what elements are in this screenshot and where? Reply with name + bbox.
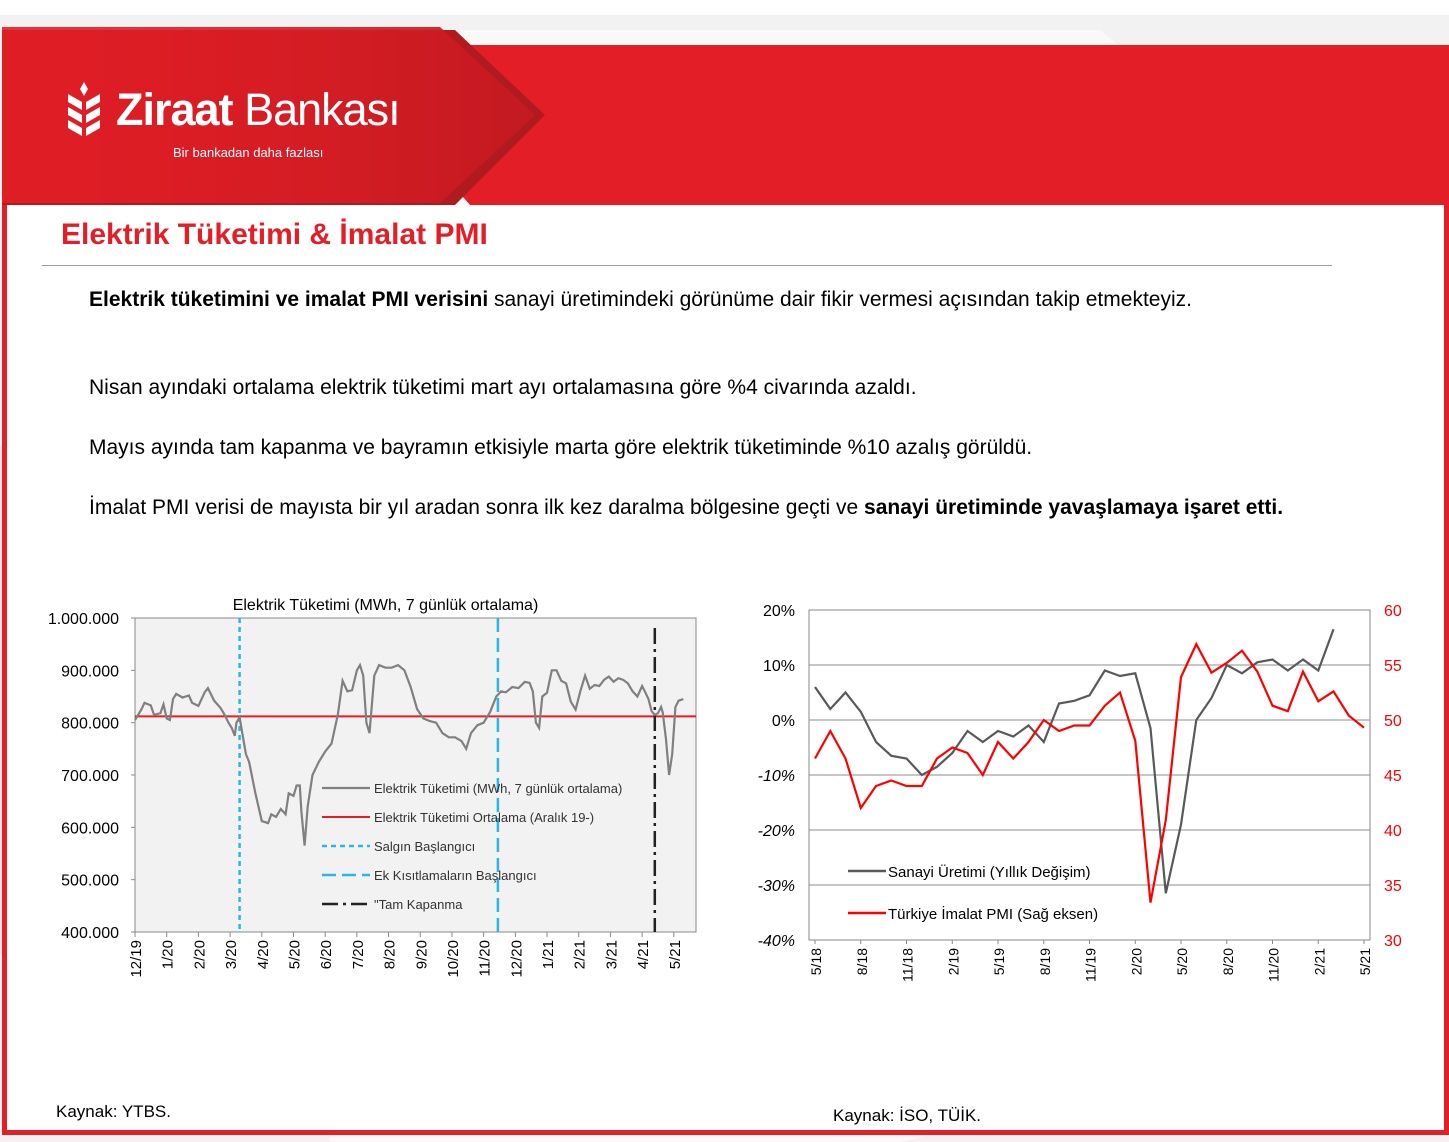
y-right-tick-label: 55 bbox=[1384, 658, 1402, 675]
source-right: Kaynak: İSO, TÜİK. bbox=[833, 1106, 982, 1125]
x-tick-label: 5/21 bbox=[667, 940, 684, 969]
y-left-tick-label: 20% bbox=[763, 603, 795, 620]
brand-name: Ziraat Bankası bbox=[116, 84, 401, 136]
y-tick-label: 500.000 bbox=[61, 873, 119, 890]
source-left: Kaynak: YTBS. bbox=[56, 1102, 171, 1121]
y-right-tick-label: 30 bbox=[1384, 933, 1402, 950]
x-tick-label: 11/18 bbox=[900, 948, 916, 982]
x-tick-label: 8/20 bbox=[382, 940, 399, 969]
paragraph-1-text: sanayi üretimindeki görünüme dair fikir … bbox=[488, 288, 1192, 311]
legend-label: Elektrik Tüketimi Ortalama (Aralık 19-) bbox=[374, 810, 594, 825]
y-tick-label: 600.000 bbox=[61, 820, 119, 837]
chart-title: Elektrik Tüketimi (MWh, 7 günlük ortalam… bbox=[233, 597, 539, 614]
x-tick-label: 2/21 bbox=[1311, 948, 1327, 975]
paragraph-1: Elektrik tüketimini ve imalat PMI verisi… bbox=[89, 286, 1389, 314]
paragraph-4-tail: . bbox=[1277, 496, 1284, 519]
legend-label: Ek Kısıtlamaların Başlangıcı bbox=[374, 868, 537, 883]
wheat-logo-icon bbox=[68, 82, 100, 136]
x-tick-label: 3/21 bbox=[603, 940, 620, 969]
x-tick-label: 7/20 bbox=[350, 940, 367, 969]
y-left-tick-label: -30% bbox=[758, 878, 795, 895]
x-tick-label: 2/21 bbox=[572, 940, 589, 969]
industrial-production-line bbox=[814, 628, 1335, 894]
y-right-tick-label: 40 bbox=[1384, 823, 1402, 840]
paragraph-2: Nisan ayındaki ortalama elektrik tüketim… bbox=[89, 376, 917, 399]
y-left-tick-label: 10% bbox=[763, 658, 795, 675]
x-tick-label: 5/18 bbox=[808, 948, 824, 975]
header-band bbox=[2, 27, 1449, 205]
y-right-tick-label: 35 bbox=[1384, 878, 1402, 895]
x-tick-label: 12/20 bbox=[508, 940, 525, 978]
x-tick-label: 11/20 bbox=[477, 940, 494, 976]
brand-slogan: Bir bankadan daha fazlası bbox=[173, 145, 324, 160]
pmi-production-chart: 20% 10% 0% -10% -20% -30% -40% 60 55 50 45 40 35 30 5/… bbox=[758, 603, 1402, 982]
paragraph-4-bold: sanayi üretiminde yavaşlamaya işaret ett… bbox=[864, 496, 1278, 519]
x-tick-label: 12/19 bbox=[128, 940, 145, 978]
x-tick-label: 4/21 bbox=[635, 940, 652, 969]
x-tick-label: 5/21 bbox=[1357, 948, 1373, 975]
title-divider bbox=[42, 265, 1332, 266]
x-tick-label: 11/19 bbox=[1083, 948, 1099, 982]
x-tick-label: 3/20 bbox=[223, 940, 240, 969]
paragraph-1-bold: Elektrik tüketimini ve imalat PMI verisi… bbox=[89, 288, 489, 311]
x-tick-label: 8/20 bbox=[1220, 948, 1236, 975]
x-tick-label: 4/20 bbox=[255, 940, 272, 969]
x-tick-label: 2/20 bbox=[1128, 948, 1144, 975]
page-title: Elektrik Tüketimi & İmalat PMI bbox=[61, 218, 488, 251]
x-tick-label: 8/18 bbox=[854, 948, 870, 975]
y-tick-label: 900.000 bbox=[61, 663, 119, 680]
plot-area bbox=[134, 617, 697, 933]
y-tick-label: 1.000.000 bbox=[48, 611, 119, 628]
y-left-tick-label: -40% bbox=[758, 933, 795, 950]
y-right-tick-label: 60 bbox=[1384, 603, 1402, 620]
brand-name-bold: Ziraat bbox=[116, 84, 234, 135]
legend-label: Sanayi Üretimi (Yıllık Değişim) bbox=[888, 863, 1091, 881]
legend-label: Salgın Başlangıcı bbox=[374, 839, 475, 854]
brand-name-regular: Bankası bbox=[244, 84, 401, 135]
x-tick-label: 11/20 bbox=[1266, 948, 1282, 982]
legend-label: Elektrik Tüketimi (MWh, 7 günlük ortalam… bbox=[374, 781, 622, 796]
x-tick-label: 5/20 bbox=[286, 940, 303, 969]
x-tick-label: 2/19 bbox=[945, 948, 961, 975]
x-tick-label: 9/20 bbox=[413, 940, 430, 969]
x-tick-label: 10/20 bbox=[445, 940, 462, 978]
x-tick-label: 2/20 bbox=[191, 940, 208, 969]
paragraph-4: İmalat PMI verisi de mayısta bir yıl ara… bbox=[89, 494, 1389, 522]
legend-label: "Tam Kapanma bbox=[374, 897, 463, 912]
x-tick-label: 5/20 bbox=[1174, 948, 1190, 975]
pmi-line bbox=[814, 641, 1365, 903]
x-tick-label: 6/20 bbox=[318, 940, 335, 969]
x-tick-label: 1/21 bbox=[540, 940, 557, 969]
y-tick-label: 800.000 bbox=[61, 716, 119, 733]
legend-label: Türkiye İmalat PMI (Sağ eksen) bbox=[888, 905, 1098, 923]
x-tick-label: 8/19 bbox=[1037, 948, 1053, 975]
x-tick-label: 1/20 bbox=[160, 940, 177, 969]
y-right-tick-label: 50 bbox=[1384, 713, 1402, 730]
y-tick-label: 700.000 bbox=[61, 768, 119, 785]
y-tick-label: 400.000 bbox=[61, 925, 119, 942]
x-tick-label: 5/19 bbox=[991, 948, 1007, 975]
y-left-tick-label: -20% bbox=[758, 823, 795, 840]
y-right-tick-label: 45 bbox=[1384, 768, 1402, 785]
electricity-chart: Elektrik Tüketimi (MWh, 7 günlük ortalam… bbox=[48, 597, 697, 978]
y-left-tick-label: 0% bbox=[772, 713, 795, 730]
paragraph-4-text: İmalat PMI verisi de mayısta bir yıl ara… bbox=[89, 496, 865, 519]
consumption-line bbox=[134, 662, 684, 846]
y-left-tick-label: -10% bbox=[758, 768, 795, 785]
paragraph-3: Mayıs ayında tam kapanma ve bayramın etk… bbox=[89, 436, 1033, 459]
